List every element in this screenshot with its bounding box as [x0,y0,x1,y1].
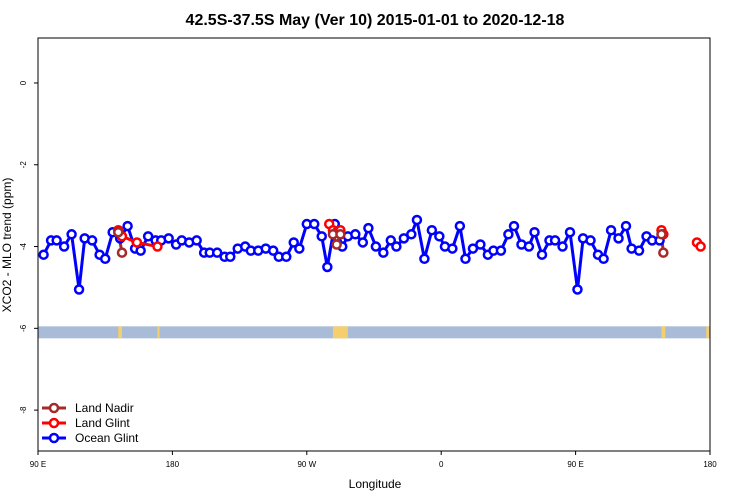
y-tick-label: 0 [19,80,28,85]
data-point-ocean-glint [294,243,305,254]
data-point-ocean-glint [447,243,458,254]
data-point-ocean-glint [38,249,49,260]
x-tick-label: 90 E [30,460,46,469]
data-point-ocean-glint [633,245,645,256]
data-point-ocean-glint [495,245,507,256]
y-axis-label: XCO2 - MLO trend (ppm) [0,178,14,313]
data-point-land-nadir [116,247,128,258]
x-tick-label: 180 [166,460,180,469]
data-point-ocean-glint [572,284,583,295]
x-tick-label: 180 [703,460,717,469]
data-point-ocean-glint [267,245,279,256]
data-point-ocean-glint [191,235,202,246]
land-strip-segment [332,326,348,339]
legend-marker [48,417,60,429]
data-point-ocean-glint [135,245,146,256]
data-point-ocean-glint [585,235,596,246]
legend-label: Land Glint [75,416,130,430]
data-point-ocean-glint [66,229,77,240]
y-tick-label: -2 [19,161,28,169]
data-point-ocean-glint [225,251,236,263]
legend-label: Land Nadir [75,401,134,415]
land-strip-segment [157,326,160,339]
data-point-ocean-glint [529,226,540,238]
data-point-ocean-glint [86,235,98,246]
data-point-ocean-glint [309,218,320,230]
y-axis-ticks: 0 -2 -4 -6 -8 [19,80,38,414]
data-point-ocean-glint [51,235,62,246]
data-point-ocean-glint [549,235,561,246]
series-points [38,214,706,295]
data-point-ocean-glint [598,253,609,265]
data-point-ocean-glint [564,226,576,238]
data-point-ocean-glint [503,229,514,240]
data-point-ocean-glint [281,251,292,263]
data-point-land-nadir [331,239,342,250]
data-point-ocean-glint [211,247,223,258]
data-point-ocean-glint [363,222,374,234]
data-point-ocean-glint [58,241,70,252]
data-point-ocean-glint [122,220,133,232]
data-point-ocean-glint [99,253,111,265]
data-point-land-nadir [335,229,346,240]
data-point-ocean-glint [73,284,85,295]
land-strip-segment [118,326,122,339]
data-point-ocean-glint [398,233,410,244]
data-point-ocean-glint [370,241,382,252]
data-point-ocean-glint [508,220,520,232]
data-point-ocean-glint [411,214,423,226]
y-tick-label: -8 [19,406,28,414]
data-point-land-nadir [656,229,667,240]
data-point-ocean-glint [475,239,486,250]
data-point-ocean-glint [142,231,154,242]
data-point-ocean-glint [406,229,417,240]
data-point-ocean-glint [357,237,369,248]
data-point-land-glint [695,241,706,252]
data-point-land-nadir [113,226,124,238]
data-point-ocean-glint [419,253,430,265]
data-point-ocean-glint [316,231,327,242]
data-point-ocean-glint [385,235,397,246]
x-axis-ticks: 90 E 180 90 W 0 90 E 180 [30,451,717,469]
data-point-ocean-glint [391,241,402,252]
data-point-ocean-glint [536,249,548,260]
chart-title: 42.5S-37.5S May (Ver 10) 2015-01-01 to 2… [186,12,565,29]
x-tick-label: 90 E [567,460,583,469]
data-point-ocean-glint [613,233,624,244]
surface-type-strip [38,326,710,339]
x-tick-label: 90 W [297,460,316,469]
ocean-strip [38,326,710,339]
land-strip-segment [661,326,666,339]
data-point-ocean-glint [454,220,466,232]
data-point-ocean-glint [605,224,617,236]
data-point-ocean-glint [620,220,632,232]
data-point-ocean-glint [288,237,299,248]
data-point-ocean-glint [523,241,535,252]
data-point-land-nadir [658,247,669,258]
plot-frame [37,37,711,452]
data-point-ocean-glint [163,233,174,244]
legend-marker [48,402,60,414]
data-point-ocean-glint [426,224,438,236]
data-point-ocean-glint [350,229,361,240]
data-point-ocean-glint [557,241,568,252]
data-point-ocean-glint [378,247,389,258]
data-point-land-glint [131,237,143,248]
x-tick-label: 0 [439,460,444,469]
y-tick-label: -4 [19,242,28,250]
x-axis-label: Longitude [349,477,402,491]
legend-marker [48,432,60,444]
data-point-ocean-glint [434,231,445,242]
land-strip-segment [706,326,710,339]
data-point-ocean-glint [322,261,333,273]
data-point-land-glint [152,241,163,252]
legend-label: Ocean Glint [75,431,139,445]
y-tick-label: -6 [19,324,28,332]
data-point-ocean-glint [467,243,479,254]
data-point-ocean-glint [460,253,471,265]
